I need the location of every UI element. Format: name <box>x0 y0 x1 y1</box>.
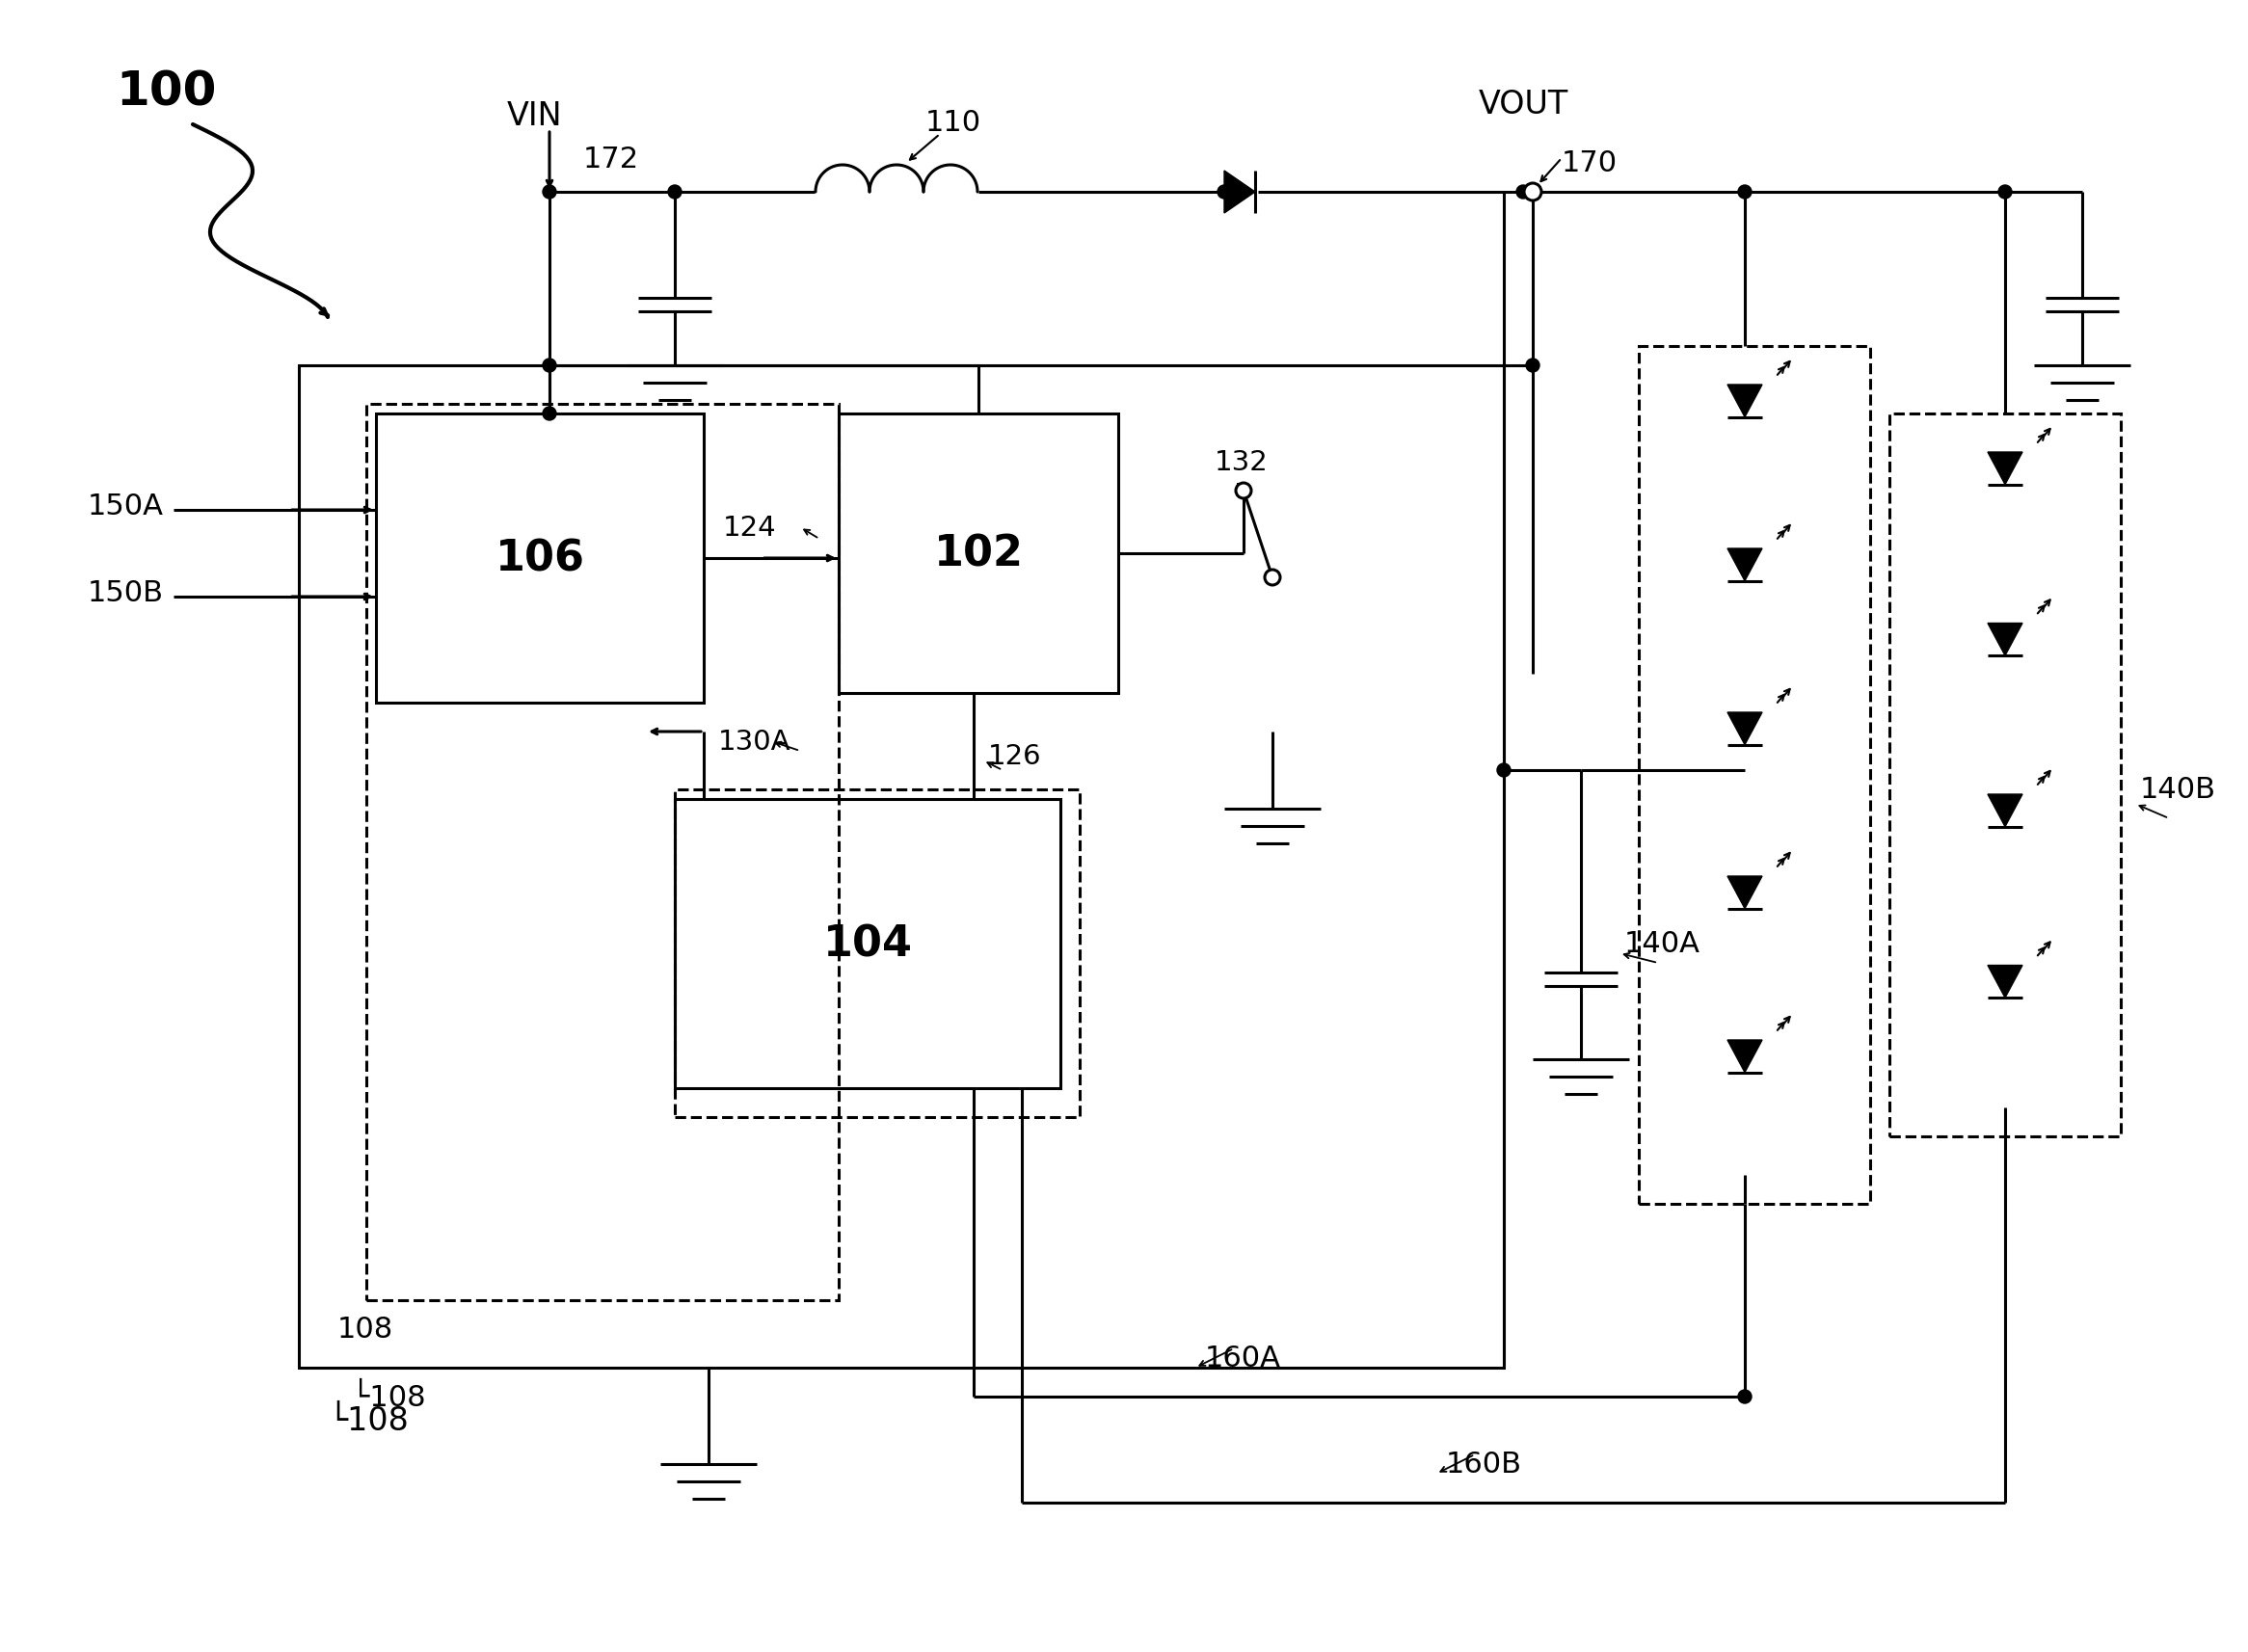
Text: 140A: 140A <box>1625 930 1699 958</box>
Text: 160A: 160A <box>1205 1345 1281 1373</box>
Text: 126: 126 <box>989 743 1041 770</box>
Text: 102: 102 <box>933 534 1023 575</box>
Text: └108: └108 <box>328 1404 409 1437</box>
Circle shape <box>668 187 681 200</box>
Polygon shape <box>1726 385 1762 418</box>
Text: 130A: 130A <box>717 729 791 755</box>
Circle shape <box>542 187 555 200</box>
Circle shape <box>1998 187 2012 200</box>
Polygon shape <box>1225 172 1254 213</box>
Text: 100: 100 <box>115 68 216 114</box>
Bar <box>299 367 1504 1368</box>
Polygon shape <box>1726 712 1762 745</box>
Text: 104: 104 <box>823 923 913 965</box>
Text: 140B: 140B <box>2140 776 2217 805</box>
Polygon shape <box>1726 548 1762 582</box>
Circle shape <box>1526 358 1540 373</box>
Circle shape <box>1497 763 1511 778</box>
Circle shape <box>1236 484 1252 499</box>
Circle shape <box>1517 187 1531 200</box>
Polygon shape <box>1726 877 1762 909</box>
Polygon shape <box>1726 1041 1762 1072</box>
Circle shape <box>1738 187 1751 200</box>
Circle shape <box>1218 187 1232 200</box>
Bar <box>1639 347 1870 1204</box>
Text: 170: 170 <box>1562 150 1619 178</box>
Circle shape <box>542 358 555 373</box>
Bar <box>674 800 1061 1089</box>
Text: VOUT: VOUT <box>1479 88 1569 121</box>
Text: └108: └108 <box>353 1383 425 1411</box>
Text: 108: 108 <box>337 1315 393 1343</box>
Circle shape <box>1738 1389 1751 1404</box>
Text: VIN: VIN <box>508 99 562 132</box>
Bar <box>674 790 1079 1117</box>
Bar <box>839 415 1117 694</box>
Text: 172: 172 <box>582 145 638 173</box>
Polygon shape <box>1987 795 2023 828</box>
Circle shape <box>1266 570 1279 586</box>
Circle shape <box>1526 187 1540 200</box>
Bar <box>1888 415 2120 1137</box>
Text: 150B: 150B <box>88 578 164 606</box>
Polygon shape <box>1987 453 2023 486</box>
Text: 110: 110 <box>926 109 982 137</box>
Circle shape <box>1524 183 1542 202</box>
Text: 150A: 150A <box>88 492 164 520</box>
Polygon shape <box>1987 624 2023 656</box>
Text: 160B: 160B <box>1445 1450 1522 1479</box>
Circle shape <box>542 408 555 421</box>
Bar <box>375 415 704 704</box>
Text: 106: 106 <box>495 539 584 580</box>
Polygon shape <box>1987 966 2023 998</box>
Text: 124: 124 <box>724 514 776 542</box>
Bar <box>366 405 839 1300</box>
Text: 132: 132 <box>1214 449 1268 476</box>
